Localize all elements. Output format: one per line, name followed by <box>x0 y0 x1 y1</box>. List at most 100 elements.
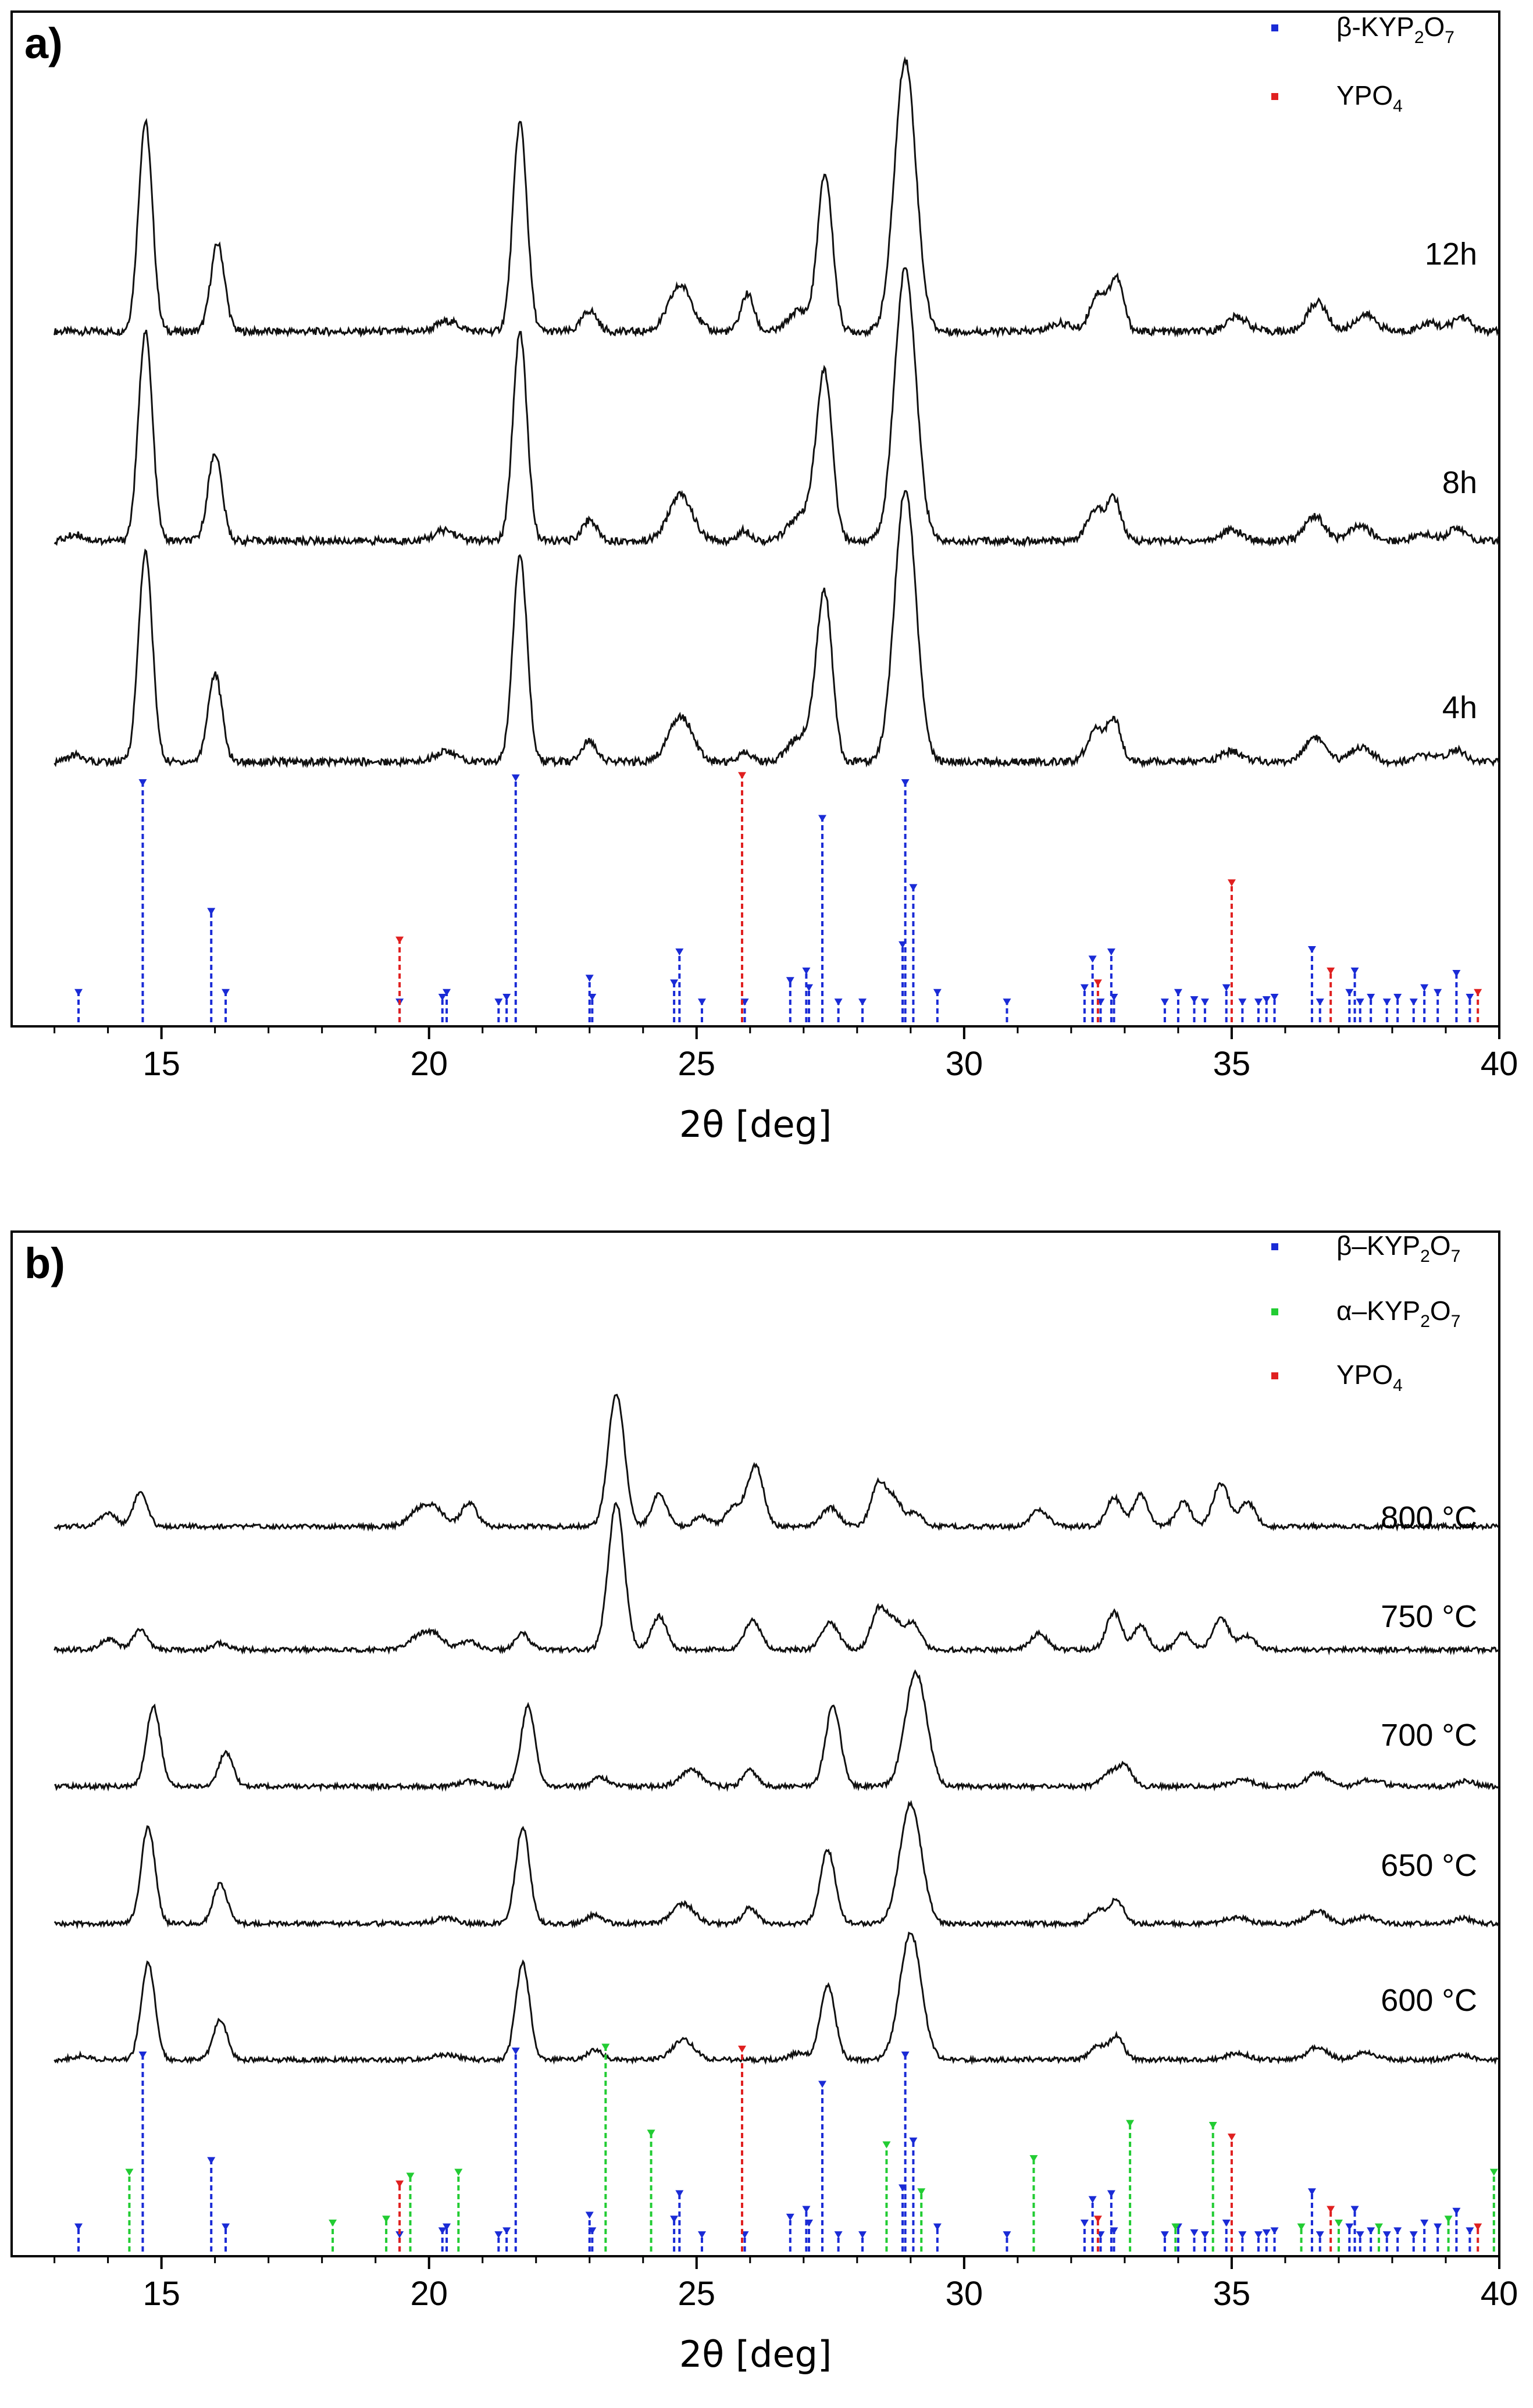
reference-marker <box>1409 2231 1418 2239</box>
reference-marker <box>1262 996 1271 1004</box>
reference-marker <box>395 2231 404 2239</box>
xrd-curve-1 <box>54 1501 1500 1656</box>
reference-marker <box>1107 2190 1115 2197</box>
reference-marker <box>1452 2207 1461 2215</box>
reference-marker <box>1420 984 1429 991</box>
reference-marker <box>502 994 511 1001</box>
x-axis-title: 2θ [deg] <box>679 2333 832 2375</box>
reference-marker <box>1356 998 1364 1006</box>
x-tick-label: 35 <box>1213 1045 1251 1083</box>
reference-marker <box>585 975 594 982</box>
reference-marker <box>1393 994 1402 1001</box>
reference-marker <box>647 2129 655 2137</box>
reference-marker <box>1474 989 1482 996</box>
reference-marker <box>207 908 216 915</box>
x-tick-label: 40 <box>1481 1045 1518 1083</box>
reference-marker <box>1307 2188 1316 2196</box>
reference-marker <box>1474 2223 1482 2231</box>
reference-marker <box>909 884 918 891</box>
reference-marker <box>670 979 679 987</box>
reference-marker <box>1297 2223 1306 2231</box>
reference-marker <box>675 2190 684 2197</box>
reference-marker <box>1270 994 1279 1001</box>
reference-marker <box>74 989 83 996</box>
reference-marker <box>438 2227 447 2235</box>
x-axis-title: 2θ [deg] <box>679 1103 832 1146</box>
curve-label: 12h <box>1425 237 1477 272</box>
curve-label: 4h <box>1442 690 1477 725</box>
reference-marker <box>1466 994 1474 1001</box>
reference-marker <box>585 2211 594 2219</box>
legend-entry: β–KYP2O7 <box>1336 1230 1460 1266</box>
reference-marker <box>1466 2227 1474 2235</box>
reference-marker <box>1262 2229 1271 2236</box>
reference-marker <box>805 984 814 991</box>
reference-marker <box>675 948 684 956</box>
reference-marker <box>1254 998 1263 1006</box>
reference-marker <box>1434 989 1442 996</box>
reference-marker <box>901 779 910 786</box>
legend-marker <box>1271 1308 1278 1315</box>
legend-marker <box>1271 93 1278 100</box>
reference-marker <box>1200 2231 1209 2239</box>
reference-marker <box>406 2172 415 2180</box>
reference-marker <box>1345 2223 1354 2231</box>
x-tick-label: 15 <box>142 1045 180 1083</box>
reference-marker <box>1254 2231 1263 2239</box>
reference-marker <box>786 2213 794 2221</box>
reference-marker <box>1080 984 1089 991</box>
panel-b: b) 15 20 25 30 35 40 2θ [deg] 800 °C 750 °C 700 °C… <box>10 1230 1518 2375</box>
x-tick-label: 35 <box>1213 2275 1251 2313</box>
reference-marker <box>1200 998 1209 1006</box>
reference-marker <box>1345 989 1354 996</box>
x-tick-label: 30 <box>946 2275 983 2313</box>
reference-marker <box>588 2227 597 2235</box>
reference-marker <box>1190 996 1199 1004</box>
reference-marker <box>1350 2206 1359 2213</box>
reference-marker <box>395 936 404 944</box>
reference-marker <box>1208 2121 1217 2129</box>
reference-marker <box>1080 2219 1089 2227</box>
reference-marker <box>601 2043 610 2051</box>
x-tick-label: 25 <box>678 2275 716 2313</box>
reference-marker <box>901 2052 910 2059</box>
reference-marker <box>786 977 794 984</box>
curve-label: 800 °C <box>1381 1500 1477 1535</box>
reference-marker <box>834 2231 843 2239</box>
reference-marker <box>511 2047 520 2055</box>
plot-frame <box>10 1230 1500 2257</box>
x-tick-label: 25 <box>678 1045 716 1083</box>
reference-marker <box>1110 994 1118 1001</box>
reference-marker <box>1160 2231 1169 2239</box>
reference-marker <box>443 2223 451 2231</box>
reference-marker <box>1327 967 1335 975</box>
reference-marker <box>1270 2227 1279 2235</box>
reference-marker <box>1367 994 1375 1001</box>
reference-marker <box>1238 998 1247 1006</box>
reference-marker <box>494 2231 503 2239</box>
reference-marker <box>207 2157 216 2164</box>
xrd-curve-0 <box>54 56 1500 338</box>
reference-marker <box>395 2180 404 2188</box>
reference-marker <box>697 998 706 1006</box>
reference-marker <box>74 2223 83 2231</box>
legend-marker <box>1271 1372 1278 1379</box>
reference-marker <box>1315 2231 1324 2239</box>
reference-marker <box>1382 998 1391 1006</box>
reference-marker <box>1434 2223 1442 2231</box>
reference-marker <box>802 967 811 975</box>
reference-marker <box>454 2168 463 2176</box>
reference-marker <box>1356 2231 1364 2239</box>
xrd-curve-1 <box>54 267 1500 548</box>
curve-label: 650 °C <box>1381 1848 1477 1883</box>
reference-marker <box>1003 2231 1011 2239</box>
x-tick-label: 20 <box>410 2275 448 2313</box>
reference-marker <box>1222 2219 1231 2227</box>
reference-marker <box>1227 2134 1236 2141</box>
reference-marker <box>1126 2120 1135 2127</box>
reference-marker <box>1171 2223 1180 2231</box>
reference-marker <box>1107 948 1115 956</box>
reference-marker <box>125 2168 134 2176</box>
reference-marker <box>511 774 520 782</box>
reference-marker <box>1489 2168 1498 2176</box>
